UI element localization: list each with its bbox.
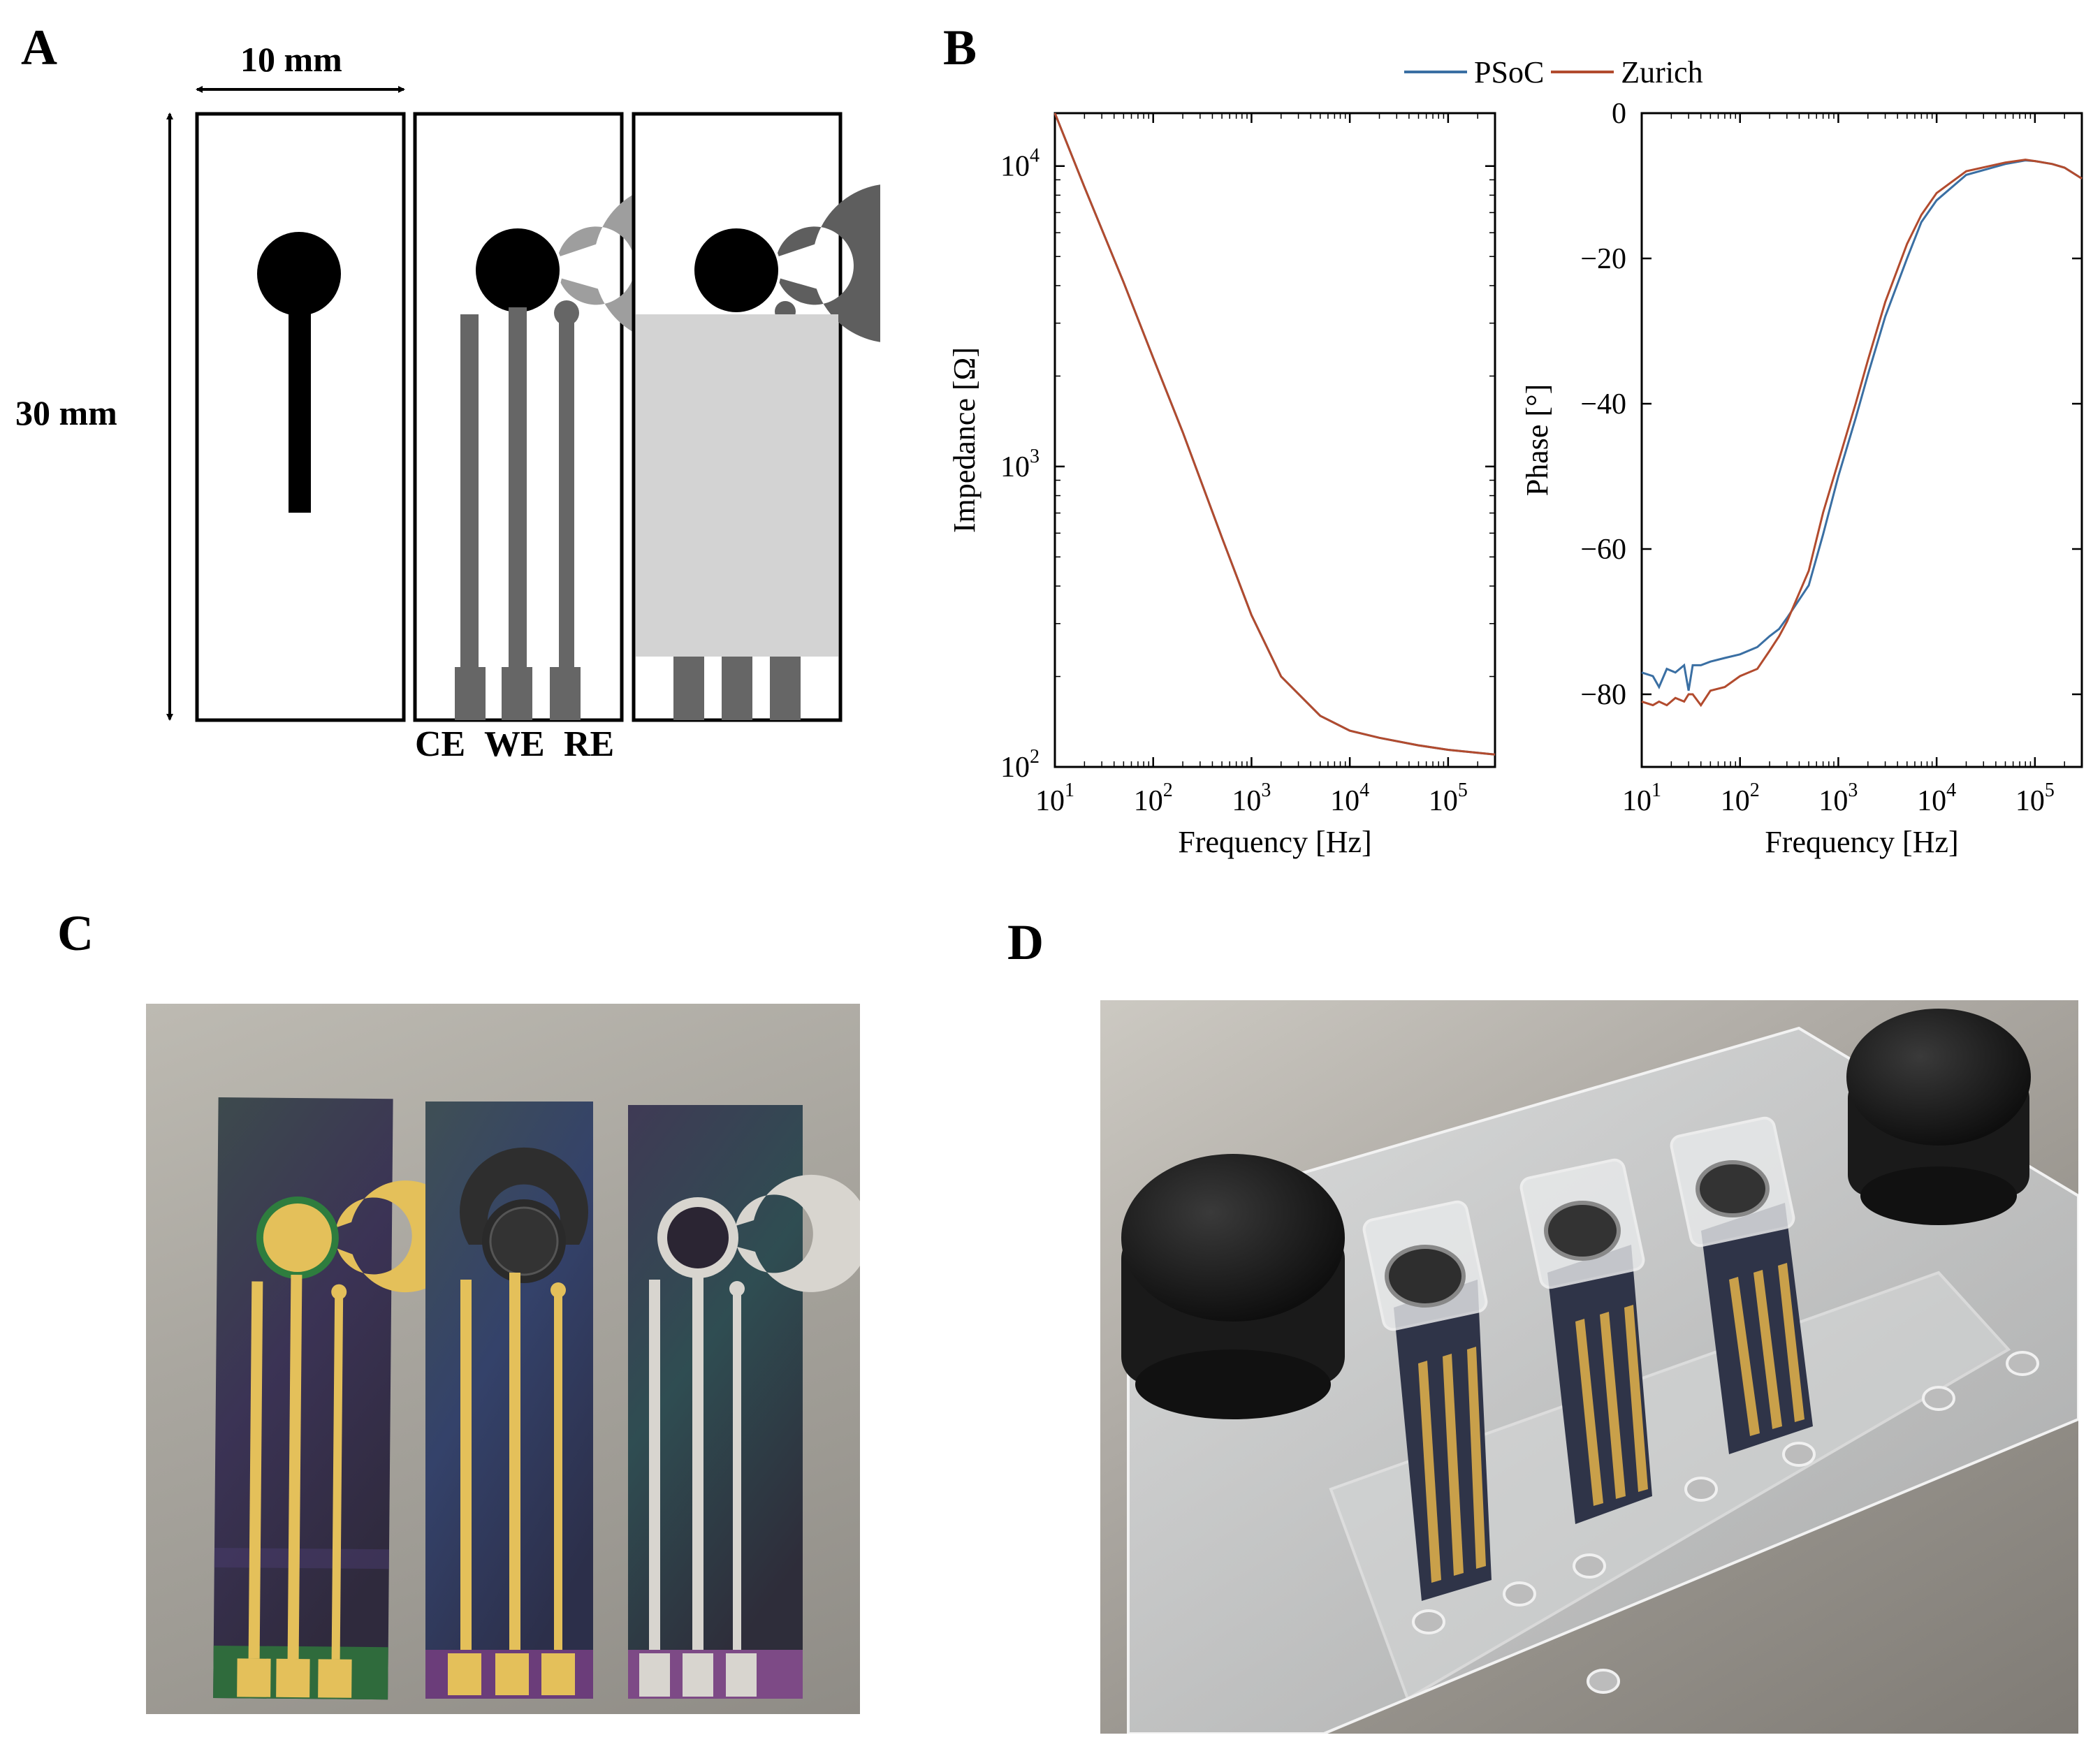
x-tick-label: 104: [1330, 780, 1369, 817]
panel-label-b: B: [943, 20, 977, 75]
impedance-x-axis-label: Frequency [Hz]: [1178, 825, 1371, 859]
we-contact: [502, 667, 532, 720]
flow-cell-photo: [1100, 1000, 2078, 1734]
y-tick-label: −40: [1580, 388, 1626, 420]
label-we: WE: [484, 724, 545, 764]
phase-series-psoc: [1641, 159, 2083, 691]
re-contact: [550, 667, 581, 720]
y-tick-label: −60: [1580, 534, 1626, 566]
electrode-schematic: [166, 86, 880, 722]
y-tick-label: −20: [1580, 243, 1626, 275]
y-tick-label: 102: [1000, 746, 1040, 784]
y-tick-label: −80: [1580, 679, 1626, 711]
panel-label-d: D: [1007, 914, 1044, 970]
x-tick-label: 103: [1232, 780, 1271, 817]
ce-trace: [460, 314, 479, 667]
mounting-holes: [1412, 1351, 2039, 1694]
left-knob: [1121, 1154, 1345, 1419]
x-tick-label: 102: [1721, 780, 1760, 817]
phase-chart: 101 102 103 104 105 0 −20 −40 −60 −80 Frequency […: [1520, 98, 2083, 859]
impedance-series-psoc: [1053, 112, 1496, 756]
strip-gold-black: [425, 1102, 593, 1699]
x-tick-label: 101: [1622, 780, 1661, 817]
layer-1-trace: [289, 307, 311, 513]
label-ce: CE: [415, 724, 466, 764]
phase-y-axis-label: Phase [°]: [1520, 384, 1554, 497]
height-dimension-label: 30 mm: [15, 393, 117, 432]
legend: PSoC Zurich: [1404, 54, 1703, 89]
working-electrode-disk-insulated: [692, 226, 781, 315]
layer-1-pad: [257, 232, 341, 316]
x-tick-label: 101: [1035, 780, 1074, 817]
y-tick-label: 0: [1612, 98, 1626, 130]
panel-label-c: C: [57, 905, 94, 961]
phase-x-axis-label: Frequency [Hz]: [1765, 825, 1958, 859]
wells: [1362, 1116, 1795, 1331]
insulation-layer: [636, 314, 838, 657]
layer-1-schematic: [195, 112, 406, 722]
layer-3-schematic: [632, 112, 880, 722]
label-re: RE: [564, 724, 615, 764]
y-tick-label: 104: [1000, 145, 1040, 183]
phase-series-zurich: [1641, 159, 2083, 708]
legend-swatch-zurich: [1551, 71, 1614, 73]
y-tick-label: 103: [1000, 446, 1040, 483]
ce-contact: [455, 667, 486, 720]
right-knob: [1846, 1009, 2031, 1225]
counter-electrode-ring-dark: [776, 184, 880, 342]
impedance-y-axis-label: Impedance [Ω]: [947, 347, 982, 533]
printed-electrodes-photo: [146, 1004, 860, 1714]
legend-swatch-psoc: [1404, 71, 1467, 73]
legend-label-psoc: PSoC: [1474, 54, 1545, 89]
strip-gold-green: [213, 1097, 462, 1700]
re-trace: [559, 314, 574, 667]
x-tick-label: 104: [1917, 780, 1956, 817]
x-tick-label: 103: [1818, 780, 1858, 817]
x-tick-label: 102: [1134, 780, 1173, 817]
x-tick-label: 105: [2015, 780, 2055, 817]
working-electrode-disk: [473, 226, 562, 315]
width-dimension-label: 10 mm: [240, 40, 342, 79]
panel-label-a: A: [21, 20, 57, 75]
x-tick-label: 105: [1429, 780, 1468, 817]
impedance-plot-frame: [1053, 112, 1496, 768]
we-trace: [509, 307, 527, 667]
impedance-series-zurich: [1053, 112, 1496, 756]
strip-silver-purple: [628, 1105, 860, 1699]
phase-plot-frame: [1640, 112, 2083, 768]
legend-label-zurich: Zurich: [1621, 54, 1703, 89]
